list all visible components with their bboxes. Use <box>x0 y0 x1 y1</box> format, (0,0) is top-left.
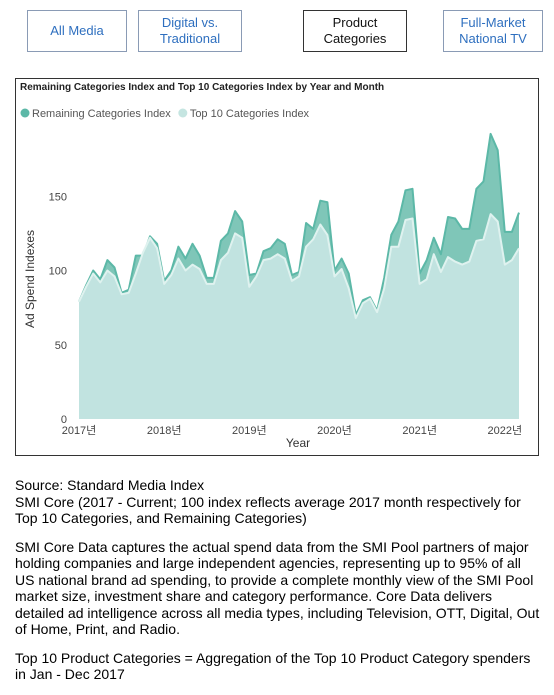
legend-marker <box>178 108 188 118</box>
tab-button[interactable]: All Media <box>27 10 127 52</box>
y-tick-label: 100 <box>49 266 67 278</box>
chart-title: Remaining Categories Index and Top 10 Ca… <box>20 82 384 93</box>
definition: Top 10 Product Categories = Aggregation … <box>15 649 531 683</box>
legend-label: Remaining Categories Index <box>32 108 171 120</box>
y-tick-label: 50 <box>55 340 67 352</box>
y-axis-label: Ad Spend Indexes <box>23 230 37 328</box>
x-tick-label: 2020년 <box>317 424 352 437</box>
legend-marker <box>20 108 30 118</box>
description: SMI Core Data captures the actual spend … <box>15 538 540 638</box>
tab-button[interactable]: Product Categories <box>303 10 407 52</box>
x-tick-label: 2018년 <box>147 424 182 437</box>
y-tick-label: 150 <box>49 191 67 203</box>
tab-button[interactable]: Digital vs. Traditional <box>138 10 242 52</box>
x-axis-label: Year <box>286 436 310 450</box>
line <box>78 213 520 319</box>
area <box>79 214 519 419</box>
x-tick-label: 2022년 <box>488 424 523 437</box>
line <box>78 132 520 317</box>
index-note: SMI Core (2017 - Current; 100 index refl… <box>15 493 521 527</box>
tab-button[interactable]: Full-Market National TV <box>443 10 543 52</box>
x-tick-label: 2017년 <box>62 424 97 437</box>
legend-label: Top 10 Categories Index <box>190 108 310 120</box>
chart: Remaining Categories Index and Top 10 Ca… <box>20 82 523 450</box>
chart-panel: Remaining Categories Index and Top 10 Ca… <box>15 78 539 456</box>
x-tick-label: 2019년 <box>232 424 267 437</box>
notes: Source: Standard Media Index SMI Core (2… <box>15 477 540 683</box>
y-tick-label: 0 <box>61 414 67 426</box>
source-note: Source: Standard Media Index <box>15 477 205 493</box>
x-tick-label: 2021년 <box>402 424 437 437</box>
